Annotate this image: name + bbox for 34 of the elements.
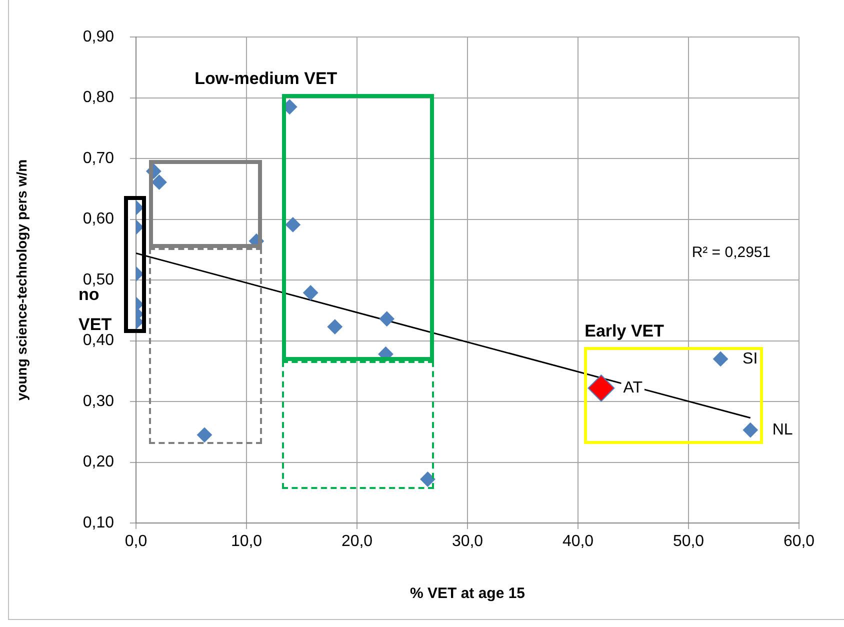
y-tick-label: 0,20 bbox=[82, 454, 114, 471]
annotation: Early VET bbox=[584, 321, 665, 340]
point bbox=[285, 217, 300, 232]
y-tick-label: 0,80 bbox=[82, 89, 114, 106]
annotation: NL bbox=[772, 421, 793, 438]
point bbox=[588, 374, 615, 402]
x-tick-label: 20,0 bbox=[341, 533, 373, 550]
point bbox=[420, 472, 436, 487]
annotation: R² = 0,2951 bbox=[692, 244, 771, 261]
y-tick-label: 0,90 bbox=[82, 28, 114, 46]
y-tick-label: 0,70 bbox=[82, 150, 114, 167]
point bbox=[197, 427, 212, 442]
y-tick-label: 0,40 bbox=[82, 332, 114, 350]
y-tick-label: 0,50 bbox=[82, 271, 114, 288]
point bbox=[327, 319, 342, 334]
x-tick-label: 10,0 bbox=[230, 533, 262, 550]
x-tick-label: 40,0 bbox=[562, 533, 594, 550]
x-axis-title: % VET at age 15 bbox=[410, 585, 526, 602]
point bbox=[713, 351, 728, 366]
y-tick-label: 0,30 bbox=[82, 392, 114, 410]
x-tick-label: 0,0 bbox=[124, 533, 148, 550]
point bbox=[742, 422, 758, 438]
x-tick-label: 30,0 bbox=[452, 533, 484, 550]
annotation: SI bbox=[742, 350, 758, 368]
y-tick-label: 0,60 bbox=[82, 210, 114, 228]
point bbox=[152, 174, 167, 190]
annotation: AT bbox=[623, 380, 643, 397]
x-tick-label: 50,0 bbox=[672, 533, 704, 550]
point bbox=[303, 285, 318, 300]
annotation: Low-medium VET bbox=[194, 69, 338, 88]
x-tick-label: 60,0 bbox=[783, 533, 815, 550]
y-tick-label: 0,10 bbox=[82, 514, 114, 532]
point bbox=[379, 311, 394, 326]
y-axis-title: young science-technology pers w/m bbox=[13, 159, 30, 401]
